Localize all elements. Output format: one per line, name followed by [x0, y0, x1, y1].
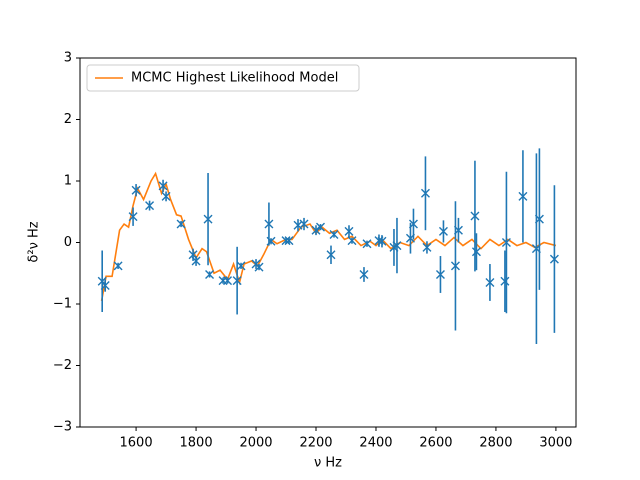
- data-point: [191, 256, 201, 266]
- data-point: [264, 219, 274, 229]
- x-tick-label: 2000: [239, 436, 272, 451]
- x-tick-label: 1800: [180, 436, 213, 451]
- data-point: [113, 261, 123, 271]
- x-tick-label: 2200: [299, 436, 332, 451]
- data-point: [501, 238, 511, 247]
- data-point: [299, 219, 309, 229]
- data-point: [203, 214, 213, 224]
- data-point: [131, 185, 141, 195]
- data-point: [362, 239, 372, 249]
- data-point: [422, 242, 432, 252]
- data-point: [347, 236, 357, 246]
- data-point: [161, 191, 171, 201]
- data-point: [377, 236, 387, 246]
- data-point: [500, 276, 510, 286]
- data-point: [176, 219, 186, 229]
- data-point: [316, 222, 325, 232]
- data-point: [420, 188, 430, 198]
- data-point: [232, 276, 242, 286]
- data-point: [326, 250, 336, 260]
- data-point: [453, 225, 463, 235]
- data-point: [128, 212, 138, 222]
- data-point: [284, 236, 294, 246]
- x-tick-label: 2600: [419, 436, 452, 451]
- data-point: [236, 261, 246, 271]
- data-point: [470, 211, 480, 221]
- legend-box: [86, 64, 360, 92]
- y-tick-label: 1: [64, 174, 72, 189]
- data-point: [254, 262, 264, 272]
- y-tick-label: 0: [64, 235, 72, 250]
- y-tick-label: 2: [64, 112, 72, 127]
- data-point: [311, 225, 321, 235]
- x-tick-label: 3000: [539, 436, 572, 451]
- data-point: [471, 247, 481, 257]
- x-tick-label: 1600: [120, 436, 153, 451]
- x-tick-label: 2400: [359, 436, 392, 451]
- data-point: [145, 201, 155, 211]
- data-point: [100, 281, 110, 291]
- data-point: [266, 236, 276, 246]
- data-point: [549, 254, 559, 264]
- data-point: [518, 191, 528, 201]
- plot-frame: [79, 57, 577, 428]
- data-point: [408, 219, 418, 229]
- data-point: [205, 269, 215, 279]
- data-point: [329, 230, 339, 239]
- x-axis-label: ν Hz: [314, 456, 342, 471]
- data-point: [438, 226, 448, 236]
- data-point: [392, 241, 402, 251]
- y-tick-label: 3: [64, 51, 72, 66]
- y-tick-label: −2: [53, 358, 72, 373]
- data-point: [344, 226, 354, 236]
- y-axis-label: δ²ν Hz: [27, 221, 42, 262]
- legend-label: MCMC Highest Likelihood Model: [131, 71, 338, 86]
- y-tick-label: −1: [53, 297, 72, 312]
- data-point: [534, 214, 544, 224]
- data-point: [158, 181, 168, 191]
- data-point: [450, 261, 460, 271]
- data-point: [359, 269, 369, 279]
- y-tick-label: −3: [53, 420, 72, 435]
- x-tick-label: 2800: [479, 436, 512, 451]
- data-point: [485, 277, 495, 287]
- data-point: [223, 276, 233, 286]
- data-point: [435, 269, 445, 279]
